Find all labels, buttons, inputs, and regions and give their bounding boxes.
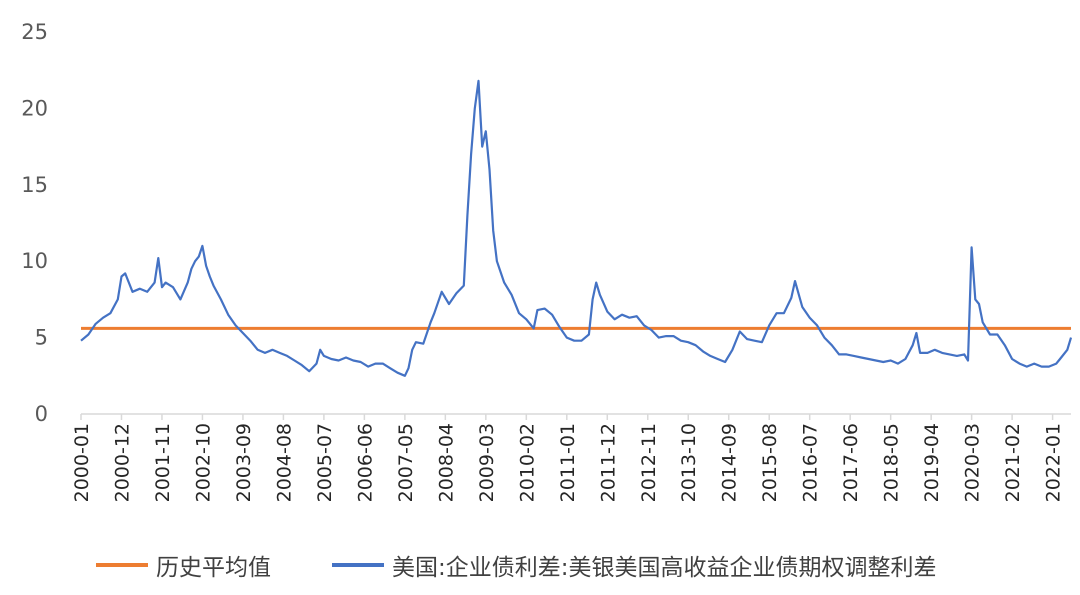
x-tick-label: 2000-12	[111, 423, 133, 502]
x-tick-label: 2005-07	[314, 423, 336, 502]
x-tick-label: 2017-06	[840, 423, 862, 502]
x-tick-label: 2018-05	[881, 423, 903, 502]
x-tick-label: 2015-08	[759, 423, 781, 502]
x-tick-label: 2021-02	[1002, 423, 1024, 502]
x-tick-label: 2001-11	[152, 423, 174, 502]
legend-label-spread: 美国:企业债利差:美银美国高收益企业债期权调整利差	[392, 555, 937, 581]
x-tick-label: 2014-09	[719, 423, 741, 502]
x-tick-label: 2010-02	[516, 423, 538, 502]
series-line-spread	[80, 79, 1073, 377]
x-tick-label: 2002-10	[192, 423, 214, 502]
y-tick-label: 0	[35, 402, 48, 426]
x-axis: 2000-01 2000-12 2001-11 2002-10 2003-09 2004-…	[71, 414, 1065, 502]
legend-item-average: 历史平均值	[96, 545, 271, 585]
x-tick-label: 2022-01	[1043, 423, 1065, 502]
x-tick-label: 2011-01	[557, 423, 579, 502]
x-tick-label: 2006-06	[354, 423, 376, 502]
legend-label-average: 历史平均值	[156, 555, 271, 581]
x-tick-label: 2008-04	[435, 423, 457, 502]
legend-item-spread: 美国:企业债利差:美银美国高收益企业债期权调整利差	[332, 545, 937, 585]
x-tick-label: 2016-07	[800, 423, 822, 502]
x-tick-label: 2013-10	[678, 423, 700, 502]
x-tick-label: 2007-05	[395, 423, 417, 502]
x-tick-label: 2020-03	[962, 423, 984, 502]
y-axis: 0 5 10 15 20 25	[21, 20, 48, 426]
x-tick-label: 2004-08	[273, 423, 295, 502]
y-tick-label: 15	[21, 173, 48, 197]
y-tick-label: 25	[21, 20, 48, 44]
x-tick-label: 2019-04	[921, 423, 943, 502]
legend: 历史平均值 美国:企业债利差:美银美国高收益企业债期权调整利差	[0, 545, 1080, 585]
x-tick-label: 2003-09	[233, 423, 255, 502]
legend-swatch-spread	[332, 563, 384, 567]
y-tick-label: 20	[21, 96, 48, 120]
x-tick-label: 2012-11	[638, 423, 660, 502]
y-tick-label: 5	[35, 326, 48, 350]
x-tick-label: 2011-12	[597, 423, 619, 502]
x-tick-label: 2009-03	[476, 423, 498, 502]
legend-swatch-average	[96, 563, 148, 567]
y-tick-label: 10	[21, 249, 48, 273]
x-tick-label: 2000-01	[71, 423, 93, 502]
